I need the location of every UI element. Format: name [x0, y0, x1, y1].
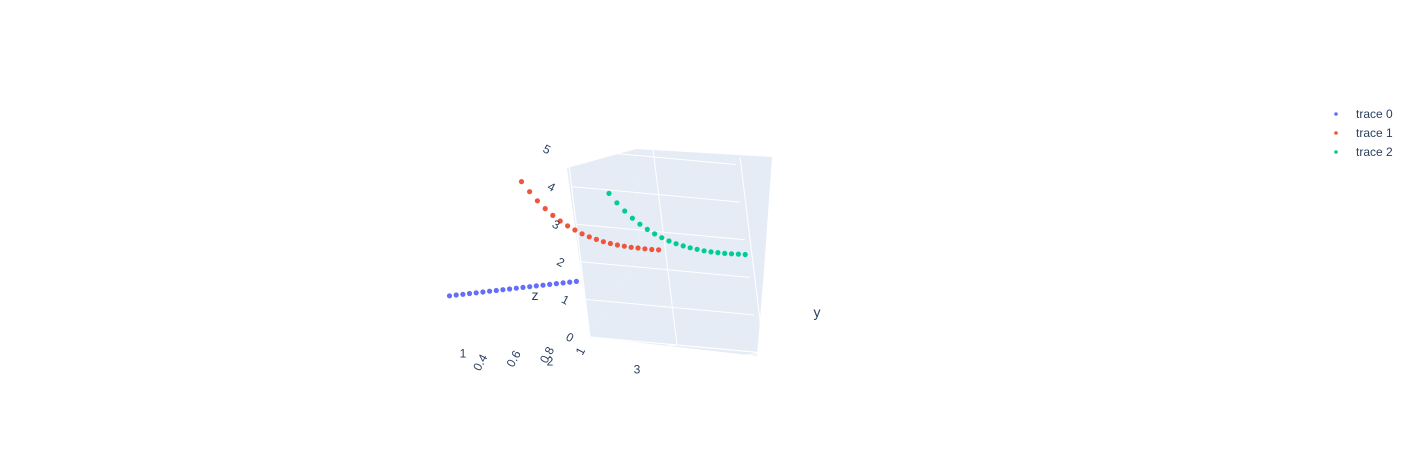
data-point — [680, 243, 686, 249]
legend-label: trace 1 — [1356, 126, 1393, 140]
data-point — [694, 246, 700, 252]
data-point — [565, 223, 571, 229]
data-point — [540, 282, 546, 288]
legend-item[interactable]: trace 0 — [1334, 107, 1393, 121]
data-point — [579, 231, 585, 237]
data-point — [701, 248, 707, 254]
data-point — [742, 251, 748, 258]
data-point — [621, 243, 627, 249]
x-tick-label: 1 — [573, 345, 589, 358]
legend-marker — [1334, 131, 1338, 135]
data-point — [673, 241, 679, 247]
data-point — [622, 208, 628, 214]
series-0 — [446, 278, 580, 299]
data-point — [507, 286, 513, 292]
data-point — [722, 250, 728, 256]
y-axis-title: y — [814, 304, 821, 320]
data-point — [614, 200, 620, 206]
data-point — [728, 251, 735, 257]
y-tick-label: 2 — [547, 355, 554, 369]
legend-item[interactable]: trace 1 — [1334, 126, 1393, 140]
data-point — [520, 284, 526, 290]
data-point — [527, 284, 533, 290]
data-point — [656, 247, 662, 253]
data-point — [572, 227, 578, 233]
data-point — [534, 198, 541, 204]
data-point — [567, 279, 573, 285]
data-point — [735, 251, 742, 257]
data-point — [487, 288, 493, 294]
legend-marker — [1334, 112, 1338, 116]
z-tick-label: 2 — [554, 255, 567, 271]
data-point — [480, 289, 486, 295]
data-point — [513, 285, 519, 291]
data-point — [607, 240, 614, 247]
z-axis-title: z — [532, 287, 539, 303]
data-point — [466, 290, 473, 297]
data-point — [637, 221, 643, 227]
data-point — [493, 287, 499, 294]
data-point — [652, 231, 658, 237]
data-point — [473, 290, 479, 296]
z-tick-label: 0 — [564, 330, 577, 346]
legend-label: trace 0 — [1356, 107, 1393, 121]
data-point — [547, 281, 553, 287]
y-tick-label: 1 — [460, 347, 467, 361]
data-point — [600, 239, 607, 245]
series-2 — [606, 190, 748, 258]
data-point — [628, 244, 634, 250]
data-point — [573, 278, 580, 284]
data-point — [527, 189, 533, 195]
series-1 — [518, 179, 662, 253]
data-point — [659, 235, 665, 241]
y-tick-label: 3 — [634, 363, 641, 377]
data-point — [446, 293, 453, 299]
z-tick-label: 4 — [545, 179, 558, 195]
legend: trace 0 trace 1 trace 2 — [1334, 107, 1393, 159]
data-point — [649, 246, 655, 253]
data-point — [635, 245, 641, 251]
legend-marker — [1334, 150, 1338, 154]
data-point — [715, 250, 721, 256]
legend-item[interactable]: trace 2 — [1334, 145, 1393, 159]
gridlines — [431, 141, 765, 371]
data-point — [518, 179, 525, 185]
data-point — [606, 190, 612, 196]
floor — [590, 255, 764, 356]
data-point — [533, 283, 539, 289]
data-point — [560, 280, 566, 286]
data-point — [460, 291, 466, 297]
z-tick-label: 5 — [541, 142, 554, 158]
legend-label: trace 2 — [1356, 145, 1393, 159]
data-point — [644, 226, 650, 232]
z-tick-label: 3 — [550, 217, 563, 233]
z-tick-label: 1 — [559, 292, 572, 308]
data-point — [542, 206, 548, 212]
data-point — [629, 215, 636, 221]
data-point — [666, 238, 672, 244]
data-point — [614, 242, 621, 248]
data-markers — [446, 179, 748, 299]
data-point — [453, 292, 459, 298]
data-point — [550, 212, 556, 218]
data-point — [642, 246, 648, 252]
data-point — [708, 249, 714, 255]
data-point — [553, 281, 560, 287]
data-point — [687, 245, 693, 251]
data-point — [586, 234, 592, 240]
data-point — [557, 218, 563, 224]
data-point — [500, 287, 506, 293]
data-point — [593, 236, 600, 242]
